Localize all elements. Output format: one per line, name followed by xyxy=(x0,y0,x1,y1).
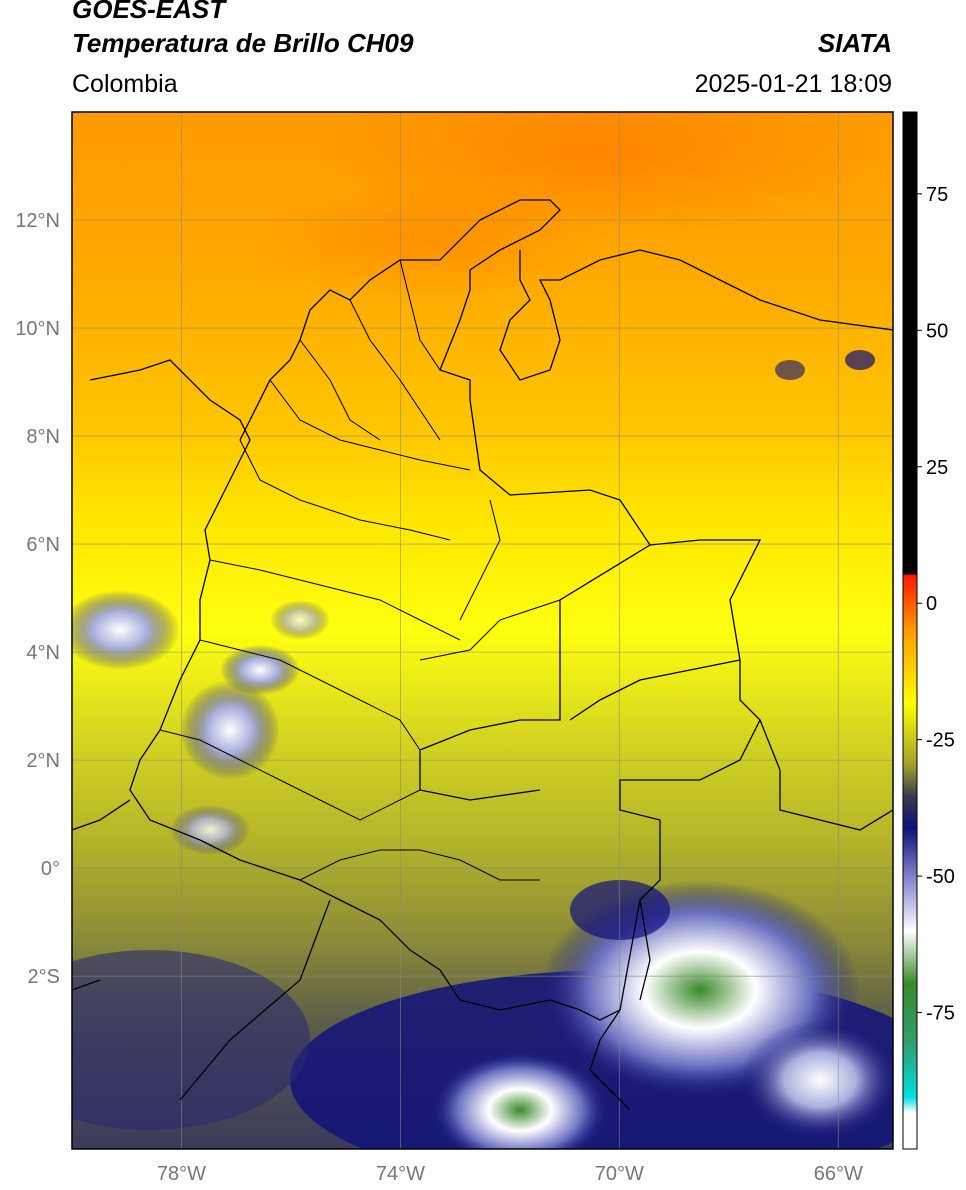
ecuador-border xyxy=(72,799,331,1101)
latitude-tick-label: 8°N xyxy=(26,426,60,448)
venezuela-coast xyxy=(499,249,893,381)
storm-cell-2 xyxy=(430,1050,610,1149)
colorbar-tick-label: 50 xyxy=(926,320,948,342)
title-satellite: GOES-EAST xyxy=(72,0,226,24)
timestamp-label: 2025-01-21 18:09 xyxy=(694,70,892,98)
longitude-tick-label: 66°W xyxy=(814,1163,863,1185)
cloud-andes-4 xyxy=(270,600,330,640)
departmental-lines xyxy=(159,259,561,881)
gridlines xyxy=(72,112,893,1149)
latitude-tick-label: 10°N xyxy=(15,318,60,340)
country-borders xyxy=(72,199,893,1111)
latitude-tick-label: 12°N xyxy=(15,210,60,232)
colorbar xyxy=(902,111,918,1150)
peru-border xyxy=(589,899,651,1111)
cloud-andes-3 xyxy=(170,805,250,855)
colorbar-ticks: 75 50 25 0 -25 -50 -75 xyxy=(917,184,955,1025)
longitude-tick-label: 74°W xyxy=(376,1163,425,1185)
colorbar-tick-label: -25 xyxy=(926,730,955,752)
colorbar-tick-label: -75 xyxy=(926,1003,955,1025)
cold-band-southwest xyxy=(72,950,310,1130)
colorbar-tick-label: 25 xyxy=(926,457,948,479)
warm-area-northeast xyxy=(250,180,610,300)
venezuela-border xyxy=(419,544,651,801)
region-label: Colombia xyxy=(72,70,178,98)
cloud-east-2 xyxy=(775,360,805,380)
longitude-tick-label: 78°W xyxy=(157,1163,206,1185)
latitude-tick-label: 0° xyxy=(41,858,60,880)
latitude-tick-label: 2°N xyxy=(26,750,60,772)
latitude-tick-label: 2°S xyxy=(28,966,60,988)
brazil-border xyxy=(569,659,893,831)
agency-label: SIATA xyxy=(817,28,892,58)
cloud-pacific-1 xyxy=(72,590,180,670)
cloud-andes-2 xyxy=(220,645,300,695)
colorbar-tick-label: -50 xyxy=(926,866,955,888)
latitude-tick-label: 4°N xyxy=(26,642,60,664)
map-frame xyxy=(71,111,894,1150)
cloud-andes-1 xyxy=(180,680,280,780)
latitude-tick-label: 6°N xyxy=(26,534,60,556)
longitude-tick-labels: 78°W 74°W 70°W 66°W xyxy=(157,1163,863,1185)
colombia-border xyxy=(89,199,762,1021)
latitude-tick-labels: 12°N 10°N 8°N 6°N 4°N 2°N 0° 2°S xyxy=(15,210,60,988)
colorbar-tick-label: 75 xyxy=(926,184,948,206)
longitude-tick-label: 70°W xyxy=(595,1163,644,1185)
title-product: Temperatura de Brillo CH09 xyxy=(72,28,414,58)
cloud-south-spot xyxy=(570,880,670,940)
cloud-east xyxy=(845,350,875,370)
colorbar-tick-label: 0 xyxy=(926,593,937,615)
storm-cell-3 xyxy=(740,1020,893,1140)
